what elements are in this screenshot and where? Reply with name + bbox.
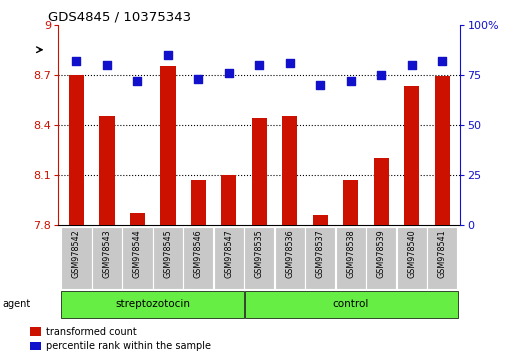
Bar	[335, 227, 365, 289]
Bar	[373, 158, 388, 225]
Bar	[30, 327, 41, 336]
Point	[285, 60, 293, 65]
Text: GSM978540: GSM978540	[407, 229, 416, 278]
Bar	[160, 67, 175, 225]
Text: GSM978547: GSM978547	[224, 229, 233, 278]
Bar	[274, 227, 305, 289]
Text: percentile rank within the sample: percentile rank within the sample	[45, 341, 211, 351]
Bar	[312, 215, 327, 225]
Bar	[190, 180, 206, 225]
Bar	[244, 227, 274, 289]
Bar	[305, 227, 335, 289]
Point	[407, 62, 415, 68]
Point	[103, 62, 111, 68]
Bar	[92, 227, 122, 289]
Point	[164, 52, 172, 58]
Bar	[366, 227, 395, 289]
Bar	[396, 227, 426, 289]
Text: GSM978535: GSM978535	[255, 229, 263, 278]
Text: GSM978546: GSM978546	[193, 229, 203, 278]
Text: GSM978545: GSM978545	[163, 229, 172, 278]
Text: GSM978544: GSM978544	[133, 229, 141, 278]
Text: streptozotocin: streptozotocin	[115, 299, 190, 309]
Point	[133, 78, 141, 84]
Point	[194, 76, 202, 82]
Bar	[213, 227, 243, 289]
Bar	[99, 116, 114, 225]
Bar	[122, 227, 152, 289]
Bar	[403, 86, 419, 225]
Bar	[251, 118, 267, 225]
Bar	[282, 116, 297, 225]
Bar	[183, 227, 213, 289]
Text: GSM978542: GSM978542	[72, 229, 81, 278]
Point	[437, 58, 445, 64]
Text: GSM978537: GSM978537	[315, 229, 324, 278]
Bar	[342, 180, 358, 225]
Text: control: control	[332, 299, 368, 309]
Point	[376, 72, 384, 78]
Text: GSM978538: GSM978538	[345, 229, 355, 278]
Bar	[130, 213, 145, 225]
Bar	[61, 291, 243, 318]
Text: GDS4845 / 10375343: GDS4845 / 10375343	[48, 11, 191, 24]
Point	[255, 62, 263, 68]
Text: agent: agent	[3, 299, 31, 309]
Bar	[30, 342, 41, 350]
Bar	[61, 227, 91, 289]
Point	[316, 82, 324, 88]
Text: GSM978539: GSM978539	[376, 229, 385, 278]
Point	[224, 70, 232, 76]
Bar	[426, 227, 457, 289]
Point	[346, 78, 354, 84]
Text: GSM978541: GSM978541	[437, 229, 446, 278]
Bar	[434, 76, 449, 225]
Bar	[69, 75, 84, 225]
Bar	[153, 227, 183, 289]
Bar	[244, 291, 457, 318]
Text: GSM978536: GSM978536	[285, 229, 294, 278]
Text: GSM978543: GSM978543	[102, 229, 111, 278]
Text: transformed count: transformed count	[45, 327, 136, 337]
Point	[72, 58, 80, 64]
Bar	[221, 175, 236, 225]
